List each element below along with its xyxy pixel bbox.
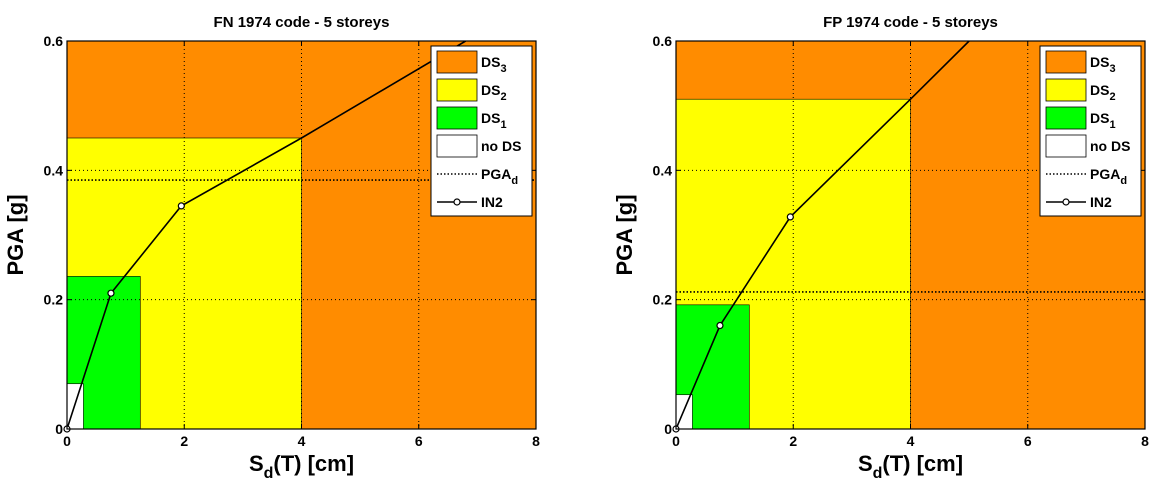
chart-title: FP 1974 code - 5 storeys — [823, 14, 998, 31]
legend-swatch-nods — [436, 134, 478, 158]
x-tick-label: 4 — [907, 433, 915, 449]
legend-label-main: DS — [1090, 82, 1109, 98]
legend-box — [430, 45, 533, 217]
legend-label-sub: 3 — [500, 63, 506, 75]
legend-label-in2: IN2 — [1090, 194, 1112, 210]
legend-label-main: no DS — [1090, 138, 1130, 154]
legend-label-sub: d — [511, 175, 518, 187]
legend-label-sub: 1 — [1109, 119, 1115, 131]
y-tick-label: 0.4 — [44, 162, 64, 178]
legend-label-main: PGA — [481, 166, 511, 182]
legend-label-main: PGA — [1090, 166, 1120, 182]
y-axis-label: PGA [g] — [3, 194, 28, 275]
legend-label-sub: 2 — [1109, 91, 1115, 103]
x-axis-label-rest: (T) [cm] — [882, 451, 963, 476]
x-axis-label-rest: (T) [cm] — [273, 451, 354, 476]
y-tick-label: 0.4 — [653, 162, 673, 178]
y-tick-label: 0.6 — [653, 33, 673, 49]
legend-label-main: DS — [1090, 54, 1109, 70]
x-axis-label-main: S — [249, 451, 264, 476]
legend-box — [1039, 45, 1142, 217]
x-tick-label: 2 — [789, 433, 797, 449]
y-axis-label: PGA [g] — [612, 194, 637, 275]
legend-label-main: DS — [481, 82, 500, 98]
chart-title: FN 1974 code - 5 storeys — [214, 14, 390, 31]
y-tick-label: 0.2 — [653, 292, 673, 308]
in2-marker — [177, 202, 185, 210]
legend-label-ds1: DS1 — [481, 110, 507, 131]
legend-label-main: DS — [481, 110, 500, 126]
y-tick-label: 0.6 — [44, 33, 64, 49]
in2-marker — [107, 289, 115, 297]
x-tick-label: 6 — [1024, 433, 1032, 449]
y-tick-label: 0 — [55, 421, 63, 437]
x-axis-label: Sd(T) [cm] — [858, 451, 963, 482]
legend-label-main: no DS — [481, 138, 521, 154]
x-axis-label-sub: d — [264, 465, 274, 482]
legend-swatch-ds1 — [436, 106, 478, 130]
legend-label-main: IN2 — [481, 194, 503, 210]
y-tick-label: 0 — [664, 421, 672, 437]
legend-label-main: DS — [1090, 110, 1109, 126]
legend-swatch-in2-marker — [453, 198, 461, 206]
legend-label-ds3: DS3 — [481, 54, 507, 75]
legend-label-sub: 2 — [500, 91, 506, 103]
legend-label-in2: IN2 — [481, 194, 503, 210]
x-tick-label: 8 — [1141, 433, 1149, 449]
legend-label-pgad: PGAd — [1090, 166, 1127, 187]
x-axis-label: Sd(T) [cm] — [249, 451, 354, 482]
x-axis-label-main: S — [858, 451, 873, 476]
legend-swatch-ds2 — [1045, 78, 1087, 102]
legend-swatch-nods — [1045, 134, 1087, 158]
in2-marker — [716, 321, 724, 330]
legend-label-sub: 3 — [1109, 63, 1115, 75]
x-tick-label: 2 — [180, 433, 188, 449]
chart-panel-fp: 0 2 4 6 8 0 0.2 0.4 0.6 FP 1974 code - 5 storeys S… — [612, 14, 1149, 482]
legend-label-ds2: DS2 — [1090, 82, 1116, 103]
legend-swatch-in2-marker — [1062, 198, 1070, 206]
y-tick-label: 0.2 — [44, 292, 64, 308]
x-tick-label: 6 — [415, 433, 423, 449]
legend-label-sub: d — [1120, 175, 1127, 187]
x-tick-label: 0 — [63, 433, 71, 449]
legend-label-ds2: DS2 — [481, 82, 507, 103]
legend-label-pgad: PGAd — [481, 166, 518, 187]
legend-label-ds1: DS1 — [1090, 110, 1116, 131]
x-tick-label: 8 — [532, 433, 540, 449]
legend-swatch-ds3 — [1045, 50, 1087, 74]
x-tick-label: 0 — [672, 433, 680, 449]
legend-swatch-ds1 — [1045, 106, 1087, 130]
legend-swatch-ds3 — [436, 50, 478, 74]
x-tick-label: 4 — [298, 433, 306, 449]
x-axis-label-sub: d — [873, 465, 883, 482]
chart-panel-fn: 0 2 4 6 8 0 0.2 0.4 0.6 FN 1974 code - 5 storeys S… — [3, 14, 540, 482]
legend-label-main: IN2 — [1090, 194, 1112, 210]
legend-label-sub: 1 — [500, 119, 506, 131]
legend-label-main: DS — [481, 54, 500, 70]
legend-label-nods: no DS — [1090, 138, 1130, 154]
in2-marker — [786, 213, 794, 221]
legend-label-nods: no DS — [481, 138, 521, 154]
legend-label-ds3: DS3 — [1090, 54, 1116, 75]
legend-swatch-ds2 — [436, 78, 478, 102]
